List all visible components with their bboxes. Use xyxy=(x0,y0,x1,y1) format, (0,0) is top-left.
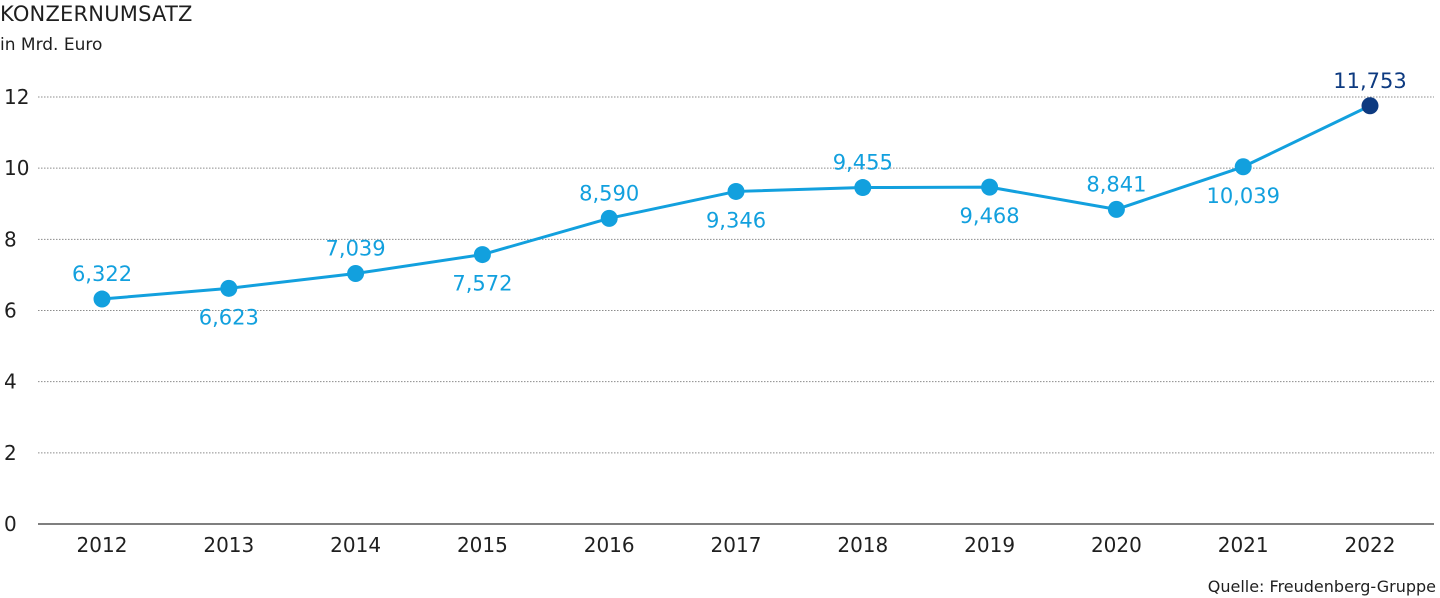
data-point xyxy=(1234,158,1252,176)
data-point xyxy=(981,178,999,196)
data-label: 8,841 xyxy=(1086,172,1146,196)
grid-lines xyxy=(38,96,1434,454)
chart-subtitle: in Mrd. Euro xyxy=(0,35,103,55)
data-label: 11,753 xyxy=(1333,69,1406,93)
data-label: 7,572 xyxy=(452,272,512,296)
x-axis-ticks: 2012 2013 2014 2015 2016 2017 2018 2019 2020 2021… xyxy=(77,533,1396,557)
data-point xyxy=(854,179,872,197)
chart-title: KONZERNUMSATZ xyxy=(0,2,193,26)
y-tick-label: 8 xyxy=(4,227,17,251)
data-points xyxy=(93,97,1379,308)
y-tick-label: 2 xyxy=(4,441,17,465)
x-tick-label: 2017 xyxy=(711,533,762,557)
x-tick-label: 2019 xyxy=(964,533,1015,557)
data-point xyxy=(1361,97,1379,115)
x-tick-label: 2012 xyxy=(77,533,128,557)
data-point xyxy=(1107,200,1125,218)
data-labels: 6,322 6,623 7,039 7,572 8,590 9,346 9,455 9,468… xyxy=(72,69,1407,330)
data-point xyxy=(600,209,618,227)
x-tick-label: 2021 xyxy=(1218,533,1269,557)
y-tick-label: 4 xyxy=(4,370,17,394)
data-point xyxy=(220,279,238,297)
data-point xyxy=(473,246,491,264)
data-label: 7,039 xyxy=(326,237,386,261)
data-label: 9,455 xyxy=(833,151,893,175)
x-tick-label: 2016 xyxy=(584,533,635,557)
y-tick-label: 0 xyxy=(4,512,17,536)
x-tick-label: 2013 xyxy=(203,533,254,557)
series-polyline xyxy=(100,104,1372,301)
y-tick-label: 10 xyxy=(4,156,29,180)
y-tick-label: 12 xyxy=(4,85,29,109)
data-label: 9,346 xyxy=(706,208,766,232)
x-tick-label: 2022 xyxy=(1345,533,1396,557)
data-point xyxy=(727,182,745,200)
x-tick-label: 2014 xyxy=(330,533,381,557)
y-tick-label: 6 xyxy=(4,299,17,323)
series-line xyxy=(100,104,1372,301)
x-tick-label: 2015 xyxy=(457,533,508,557)
data-point xyxy=(347,265,365,283)
data-label: 6,322 xyxy=(72,262,132,286)
data-label: 8,590 xyxy=(579,181,639,205)
data-label: 10,039 xyxy=(1206,184,1279,208)
x-tick-label: 2020 xyxy=(1091,533,1142,557)
x-tick-label: 2018 xyxy=(837,533,888,557)
y-axis-ticks: 0 2 4 6 8 10 12 xyxy=(4,85,29,536)
source-note: Quelle: Freudenberg-Gruppe xyxy=(1207,577,1436,596)
data-point xyxy=(93,290,111,308)
data-label: 9,468 xyxy=(960,204,1020,228)
data-label: 6,623 xyxy=(199,305,259,329)
